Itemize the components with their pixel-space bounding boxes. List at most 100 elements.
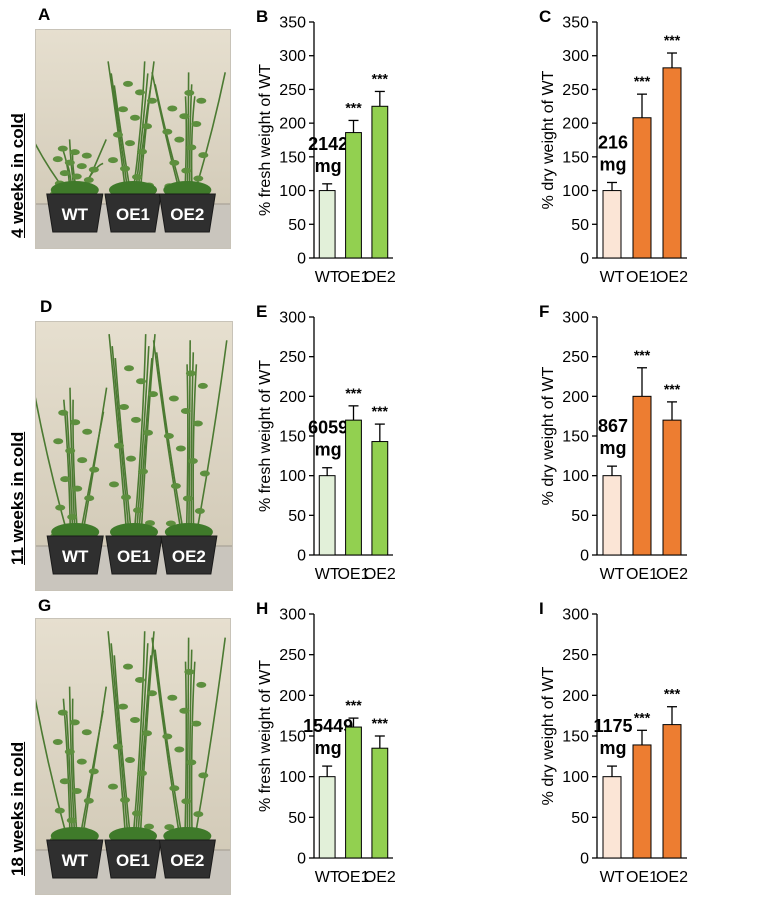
x-category-label: OE2 — [364, 869, 396, 886]
error-bar-oe1 — [348, 119, 359, 133]
error-bar-wt — [607, 181, 617, 191]
x-category-label: WT — [315, 869, 340, 886]
plant-photo-18-weeks: WT OE1 OE2 — [35, 618, 231, 895]
y-tick-label: 150 — [562, 429, 589, 446]
error-bar-oe1 — [637, 93, 647, 118]
significance-marker: *** — [634, 73, 651, 89]
y-tick-label: 200 — [562, 389, 589, 406]
panel-letter-b: B — [256, 7, 268, 26]
pot-2 — [104, 839, 162, 879]
y-tick-label: 100 — [279, 183, 306, 200]
x-category-label: OE1 — [337, 269, 369, 286]
error-bar-oe2 — [374, 90, 385, 107]
significance-marker: *** — [345, 697, 362, 713]
chart-b-fresh-weight-4-weeks: B % fresh weight of WT 0 50 100 150 200 250 300 3… — [232, 4, 397, 292]
y-tick-label: 250 — [562, 349, 589, 366]
pot-1 — [46, 535, 104, 575]
pot-3 — [158, 839, 216, 879]
x-category-label: WT — [600, 869, 625, 886]
bar-wt — [318, 475, 336, 556]
chart-h-fresh-weight-18-weeks: H % fresh weight of WT 0 50 100 150 200 250 300 W… — [232, 596, 397, 892]
bar-oe2 — [371, 105, 389, 259]
x-category-label: OE1 — [626, 269, 658, 286]
pot-label: WT — [62, 205, 89, 224]
bar-oe1 — [632, 117, 652, 259]
reference-weight-label: 6059 — [308, 418, 348, 438]
y-tick-label: 0 — [297, 251, 306, 268]
bar-oe2 — [662, 724, 682, 859]
reference-weight-label: mg — [600, 738, 627, 758]
pot-label: OE2 — [170, 205, 204, 224]
bar-oe1 — [345, 132, 362, 259]
y-tick-label: 200 — [279, 116, 306, 133]
x-category-label: OE1 — [626, 566, 658, 583]
y-tick-label: 100 — [279, 769, 306, 786]
panel-letter-i: I — [539, 599, 544, 618]
chart-svg: F % dry weight of WT 0 50 100 150 200 250 300 WT 8… — [539, 302, 688, 583]
y-tick-label: 150 — [562, 149, 589, 166]
x-category-label: WT — [600, 566, 625, 583]
x-category-label: WT — [315, 566, 340, 583]
y-axis-title: % dry weight of WT — [540, 70, 557, 209]
chart-svg: E % fresh weight of WT 0 50 100 150 200 250 300 W… — [256, 302, 396, 583]
error-bar-wt — [607, 765, 617, 777]
pot-2 — [104, 193, 162, 233]
error-bar-oe2 — [667, 401, 677, 421]
chart-i-dry-weight-18-weeks: I % dry weight of WT 0 50 100 150 200 250 300 WT 1… — [515, 596, 691, 892]
reference-weight-label: 216 — [598, 132, 628, 152]
y-tick-label: 100 — [562, 769, 589, 786]
y-tick-label: 100 — [279, 468, 306, 485]
bar-oe2 — [662, 67, 682, 259]
y-tick-label: 300 — [279, 607, 306, 624]
x-category-label: WT — [600, 269, 625, 286]
y-tick-label: 200 — [562, 688, 589, 705]
pot-3 — [158, 193, 216, 233]
error-bar-oe2 — [667, 706, 677, 725]
pot-label: OE1 — [117, 547, 151, 566]
panel-letter-g: G — [38, 596, 52, 615]
y-tick-label: 50 — [571, 810, 589, 827]
y-tick-label: 50 — [288, 810, 306, 827]
x-category-label: OE2 — [656, 869, 688, 886]
error-bar-wt — [322, 467, 333, 476]
plant-photo-4-weeks: WT OE1 OE2 — [35, 29, 231, 249]
y-tick-label: 250 — [562, 82, 589, 99]
pot-label: OE2 — [172, 547, 206, 566]
y-tick-label: 0 — [580, 851, 589, 868]
error-bar-wt — [322, 183, 333, 191]
significance-marker: *** — [664, 32, 681, 48]
x-category-label: OE2 — [364, 566, 396, 583]
x-category-label: OE2 — [364, 269, 396, 286]
bar-oe2 — [662, 419, 682, 556]
y-tick-label: 50 — [288, 508, 306, 525]
reference-weight-label: mg — [600, 438, 627, 458]
panel-letter-c: C — [539, 7, 551, 26]
x-category-label: WT — [315, 269, 340, 286]
y-tick-label: 150 — [279, 149, 306, 166]
reference-weight-label: mg — [600, 154, 627, 174]
panel-letter-h: H — [256, 599, 268, 618]
x-category-label: OE1 — [337, 566, 369, 583]
significance-marker: *** — [345, 99, 362, 115]
y-axis-title: % dry weight of WT — [540, 666, 557, 805]
panel-letter-e: E — [256, 302, 267, 321]
bar-wt — [318, 190, 336, 259]
x-category-label: OE1 — [337, 869, 369, 886]
pot-1 — [46, 193, 104, 233]
y-tick-label: 100 — [562, 468, 589, 485]
row-label-18-weeks: 18 weeks in cold — [8, 741, 27, 876]
pot-1 — [46, 839, 104, 879]
reference-weight-label: mg — [315, 156, 342, 176]
significance-marker: *** — [634, 709, 651, 725]
chart-svg: B % fresh weight of WT 0 50 100 150 200 250 300 3… — [256, 7, 396, 286]
bar-oe2 — [371, 441, 389, 556]
y-tick-label: 150 — [279, 729, 306, 746]
y-axis-title: % fresh weight of WT — [257, 360, 274, 512]
y-tick-label: 300 — [279, 48, 306, 65]
y-tick-label: 0 — [297, 851, 306, 868]
chart-svg: H % fresh weight of WT 0 50 100 150 200 250 300 W… — [256, 599, 396, 886]
error-bar-oe1 — [348, 405, 359, 421]
panel-letter-f: F — [539, 302, 549, 321]
error-bar-oe2 — [374, 735, 385, 749]
chart-svg: I % dry weight of WT 0 50 100 150 200 250 300 WT 1… — [539, 599, 688, 886]
